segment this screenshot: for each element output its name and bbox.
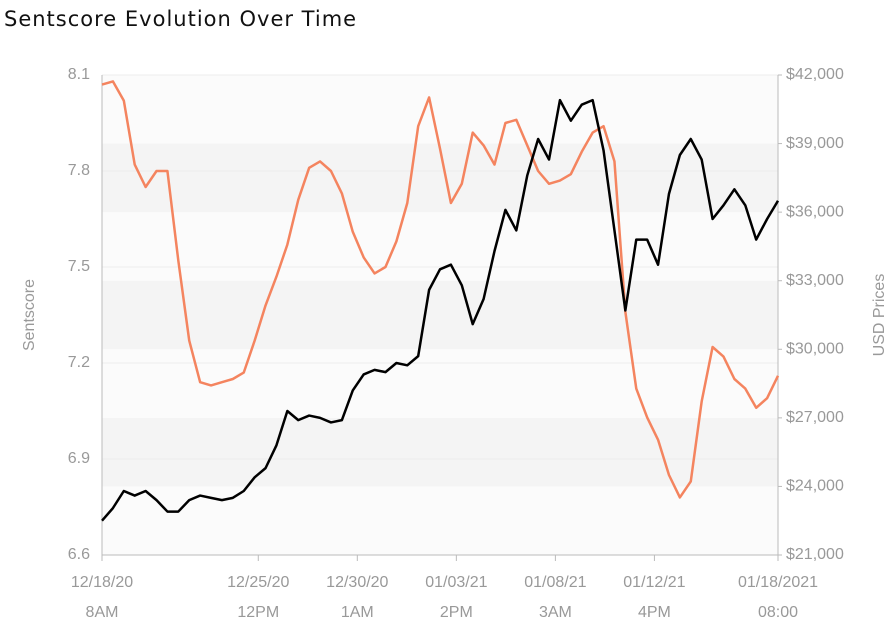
x-tick-label: 01/03/21 2PM — [425, 574, 488, 621]
y2-tick-label: $24,000 — [786, 478, 844, 495]
band — [102, 280, 778, 350]
y2-tick-label: $33,000 — [786, 272, 844, 289]
x-tick-label: 01/12/21 4PM — [623, 574, 686, 621]
band — [102, 75, 778, 144]
line-series — [101, 98, 780, 522]
y-tick-label: 8.1 — [68, 66, 90, 83]
y-axis-label: Sentscore — [21, 279, 38, 351]
chart-title: Sentscore Evolution Over Time — [4, 7, 357, 31]
x-tick-label: 12/30/20 1AM — [326, 574, 389, 621]
y-tick-label: 6.9 — [68, 450, 90, 467]
y2-tick-label: $42,000 — [786, 66, 844, 83]
y-tick-label: 7.8 — [68, 162, 90, 179]
y2-axis-label: USD Prices — [871, 274, 888, 357]
y-tick-label: 6.6 — [68, 546, 90, 563]
x-tick-label: 01/08/21 3AM — [524, 574, 587, 621]
y-tick-label: 7.5 — [68, 258, 90, 275]
x-tick-label: 01/18/2021 08:00 — [737, 574, 819, 621]
y2-tick-label: $39,000 — [786, 135, 844, 152]
y2-tick-label: $21,000 — [786, 546, 844, 563]
y2-tick-label: $30,000 — [786, 341, 844, 358]
y2-tick-label: $36,000 — [786, 203, 844, 220]
band — [102, 143, 778, 213]
x-tick-label: 12/18/20 8AM — [70, 574, 134, 621]
y-tick-label: 7.2 — [68, 354, 90, 371]
x-tick-label: 12/25/20 12PM — [227, 574, 290, 621]
line-series — [101, 80, 780, 499]
y2-tick-label: $27,000 — [786, 409, 844, 426]
band — [102, 417, 778, 487]
